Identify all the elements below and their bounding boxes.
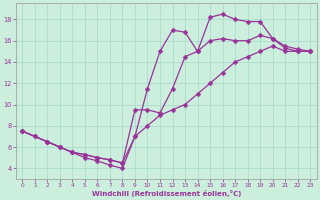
X-axis label: Windchill (Refroidissement éolien,°C): Windchill (Refroidissement éolien,°C) <box>92 190 241 197</box>
